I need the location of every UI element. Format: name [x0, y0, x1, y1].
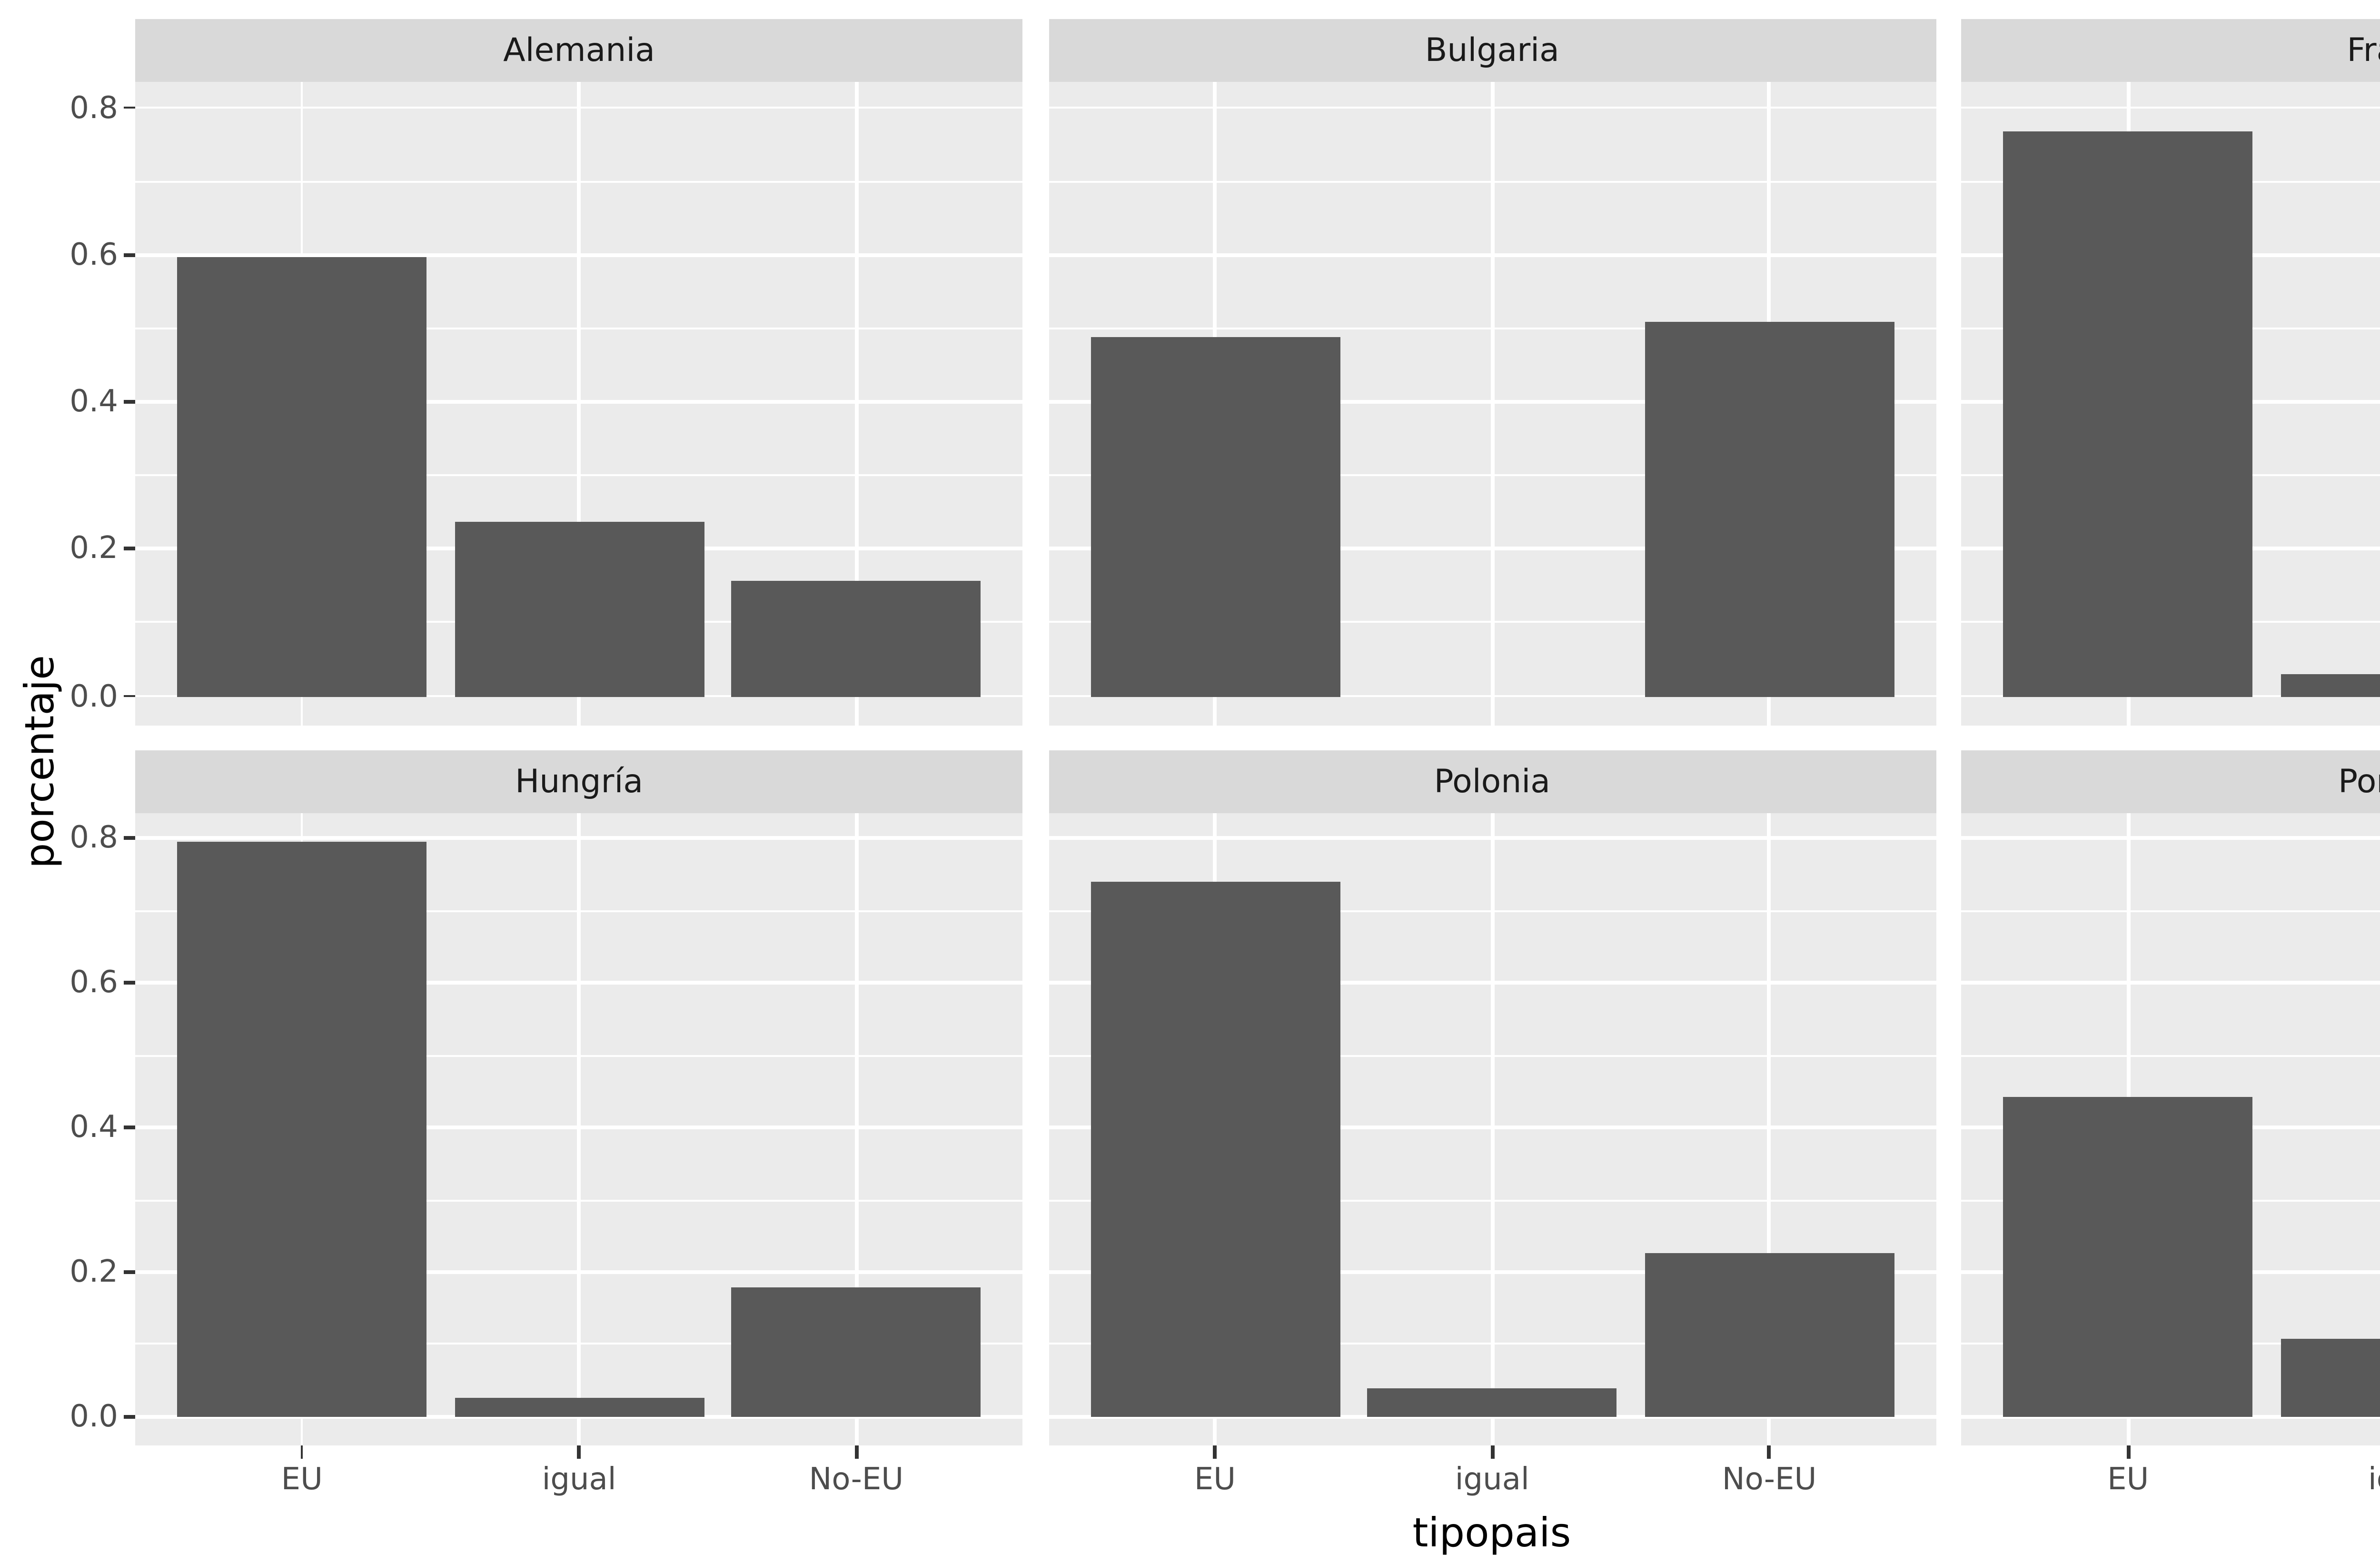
y-tick-mark — [123, 837, 136, 840]
gridline-major-vertical — [1490, 82, 1494, 726]
y-tick-label: 0.0 — [69, 1397, 118, 1434]
bar — [177, 256, 427, 697]
y-tick-mark — [123, 1270, 136, 1274]
bar — [1645, 1254, 1894, 1417]
x-tick-mark — [300, 1445, 304, 1458]
facet-strip-label: Hungría — [515, 763, 644, 801]
bar — [2003, 131, 2253, 697]
bar — [1645, 321, 1894, 697]
gridline-major-horizontal — [1962, 981, 2380, 985]
y-tick-mark — [123, 400, 136, 404]
gridline-major-horizontal — [1962, 106, 2380, 110]
facet-strip: Portugal — [1962, 750, 2380, 813]
gridline-major-vertical — [577, 813, 581, 1445]
y-tick-label: 0.4 — [69, 1108, 118, 1145]
bar — [2280, 674, 2380, 697]
bar — [731, 580, 981, 697]
bar — [2280, 1339, 2380, 1417]
x-tick-label: No-EU — [809, 1461, 904, 1497]
y-tick-mark — [123, 694, 136, 698]
bar — [2003, 1096, 2253, 1417]
y-tick-label: 0.2 — [69, 1253, 118, 1289]
facet-strip: Alemania — [136, 19, 1023, 82]
x-tick-label: EU — [281, 1461, 323, 1497]
facet-panel — [1962, 813, 2380, 1445]
x-tick-label: igual — [2368, 1461, 2380, 1497]
facet-strip-label: Portugal — [2338, 763, 2380, 801]
x-tick-mark — [577, 1445, 581, 1458]
facet-strip-label: Polonia — [1434, 763, 1550, 801]
y-tick-mark — [123, 1415, 136, 1418]
y-tick-mark — [123, 981, 136, 985]
facet-strip: Hungría — [136, 750, 1023, 813]
y-tick-label: 0.4 — [69, 383, 118, 419]
gridline-major-vertical — [854, 813, 858, 1445]
x-tick-mark — [854, 1445, 858, 1458]
bar — [454, 1398, 704, 1417]
facet-strip-label: Bulgaria — [1425, 31, 1559, 70]
bar — [1367, 1389, 1617, 1417]
gridline-minor-horizontal — [1962, 1054, 2380, 1056]
gridline-major-horizontal — [1962, 837, 2380, 840]
x-tick-label: No-EU — [1722, 1461, 1817, 1497]
facet-panel — [1962, 82, 2380, 726]
bar — [1090, 882, 1340, 1417]
facet-panel — [136, 82, 1023, 726]
bar — [454, 521, 704, 697]
facet-panel — [136, 813, 1023, 1445]
x-axis-title: tipopais — [1412, 1510, 1571, 1556]
gridline-minor-horizontal — [1962, 910, 2380, 912]
y-tick-label: 0.2 — [69, 530, 118, 567]
gridline-major-vertical — [577, 82, 581, 726]
facet-strip-label: Alemania — [503, 31, 655, 70]
y-tick-mark — [123, 1126, 136, 1129]
y-tick-label: 0.8 — [69, 89, 118, 125]
gridline-major-horizontal — [1962, 1415, 2380, 1418]
facet-strip-label: Francia — [2347, 31, 2380, 70]
facet-strip: Francia — [1962, 19, 2380, 82]
y-tick-label: 0.6 — [69, 964, 118, 1000]
y-tick-mark — [123, 253, 136, 257]
y-tick-label: 0.8 — [69, 819, 118, 856]
x-tick-mark — [2126, 1445, 2130, 1458]
y-tick-mark — [123, 547, 136, 551]
y-tick-mark — [123, 106, 136, 110]
x-tick-mark — [1490, 1445, 1494, 1458]
bar — [177, 842, 427, 1417]
facet-panel — [1049, 813, 1936, 1445]
facet-panel — [1049, 82, 1936, 726]
x-tick-mark — [1213, 1445, 1217, 1458]
x-tick-label: igual — [542, 1461, 616, 1497]
x-tick-label: EU — [2107, 1461, 2149, 1497]
gridline-major-horizontal — [1962, 694, 2380, 698]
x-tick-mark — [1767, 1445, 1771, 1458]
y-tick-label: 0.6 — [69, 236, 118, 272]
bar — [731, 1287, 981, 1417]
x-tick-label: igual — [1455, 1461, 1529, 1497]
y-axis-title: porcentaje — [17, 656, 63, 869]
bar — [1090, 337, 1340, 697]
facet-strip: Polonia — [1049, 750, 1936, 813]
y-tick-label: 0.0 — [69, 677, 118, 714]
gridline-major-vertical — [854, 82, 858, 726]
x-tick-label: EU — [1194, 1461, 1236, 1497]
gridline-major-vertical — [1767, 813, 1771, 1445]
gridline-major-vertical — [1490, 813, 1494, 1445]
facet-strip: Bulgaria — [1049, 19, 1936, 82]
